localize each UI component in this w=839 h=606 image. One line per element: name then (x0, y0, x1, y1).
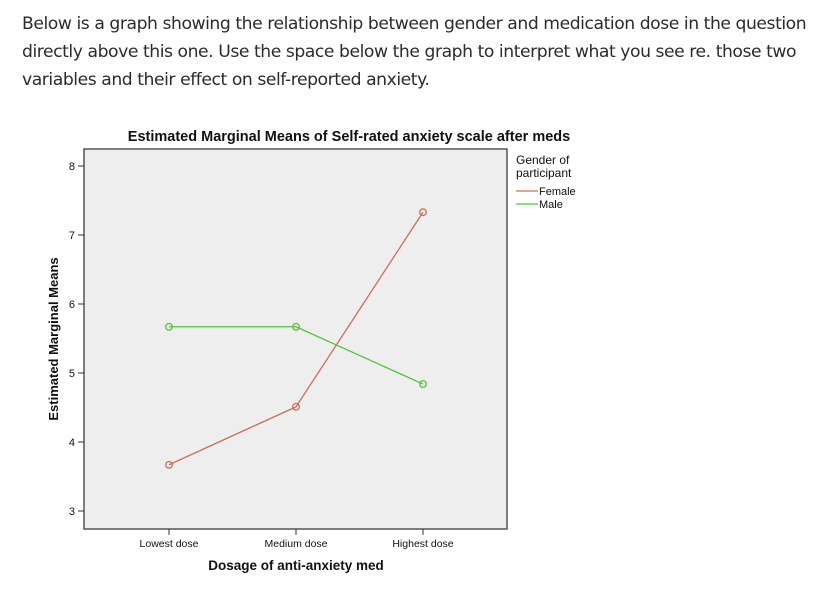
x-tick-label: Medium dose (264, 538, 327, 550)
question-prompt: Below is a graph showing the relationshi… (22, 14, 807, 90)
legend: Gender of participant Female Male (516, 153, 576, 211)
y-tick-label: 5 (69, 368, 75, 380)
chart-title: Estimated Marginal Means of Self-rated a… (128, 129, 570, 145)
x-axis-label: Dosage of anti-anxiety med (208, 558, 384, 573)
data-point-marker (165, 460, 173, 469)
y-axis-label: Estimated Marginal Means (46, 257, 61, 420)
data-point-marker (292, 402, 300, 411)
data-point-marker (419, 208, 427, 217)
legend-female-label: Female (539, 186, 576, 198)
data-point-marker (419, 380, 427, 388)
y-tick-label: 6 (69, 299, 75, 311)
y-tick-label: 3 (69, 506, 75, 518)
series-female (165, 208, 427, 469)
y-tick-label: 7 (69, 230, 75, 242)
x-tick-label: Lowest dose (140, 538, 199, 550)
legend-male-label: Male (539, 199, 563, 211)
y-axis: 3 4 5 6 7 8 (69, 161, 84, 518)
x-tick-label: Highest dose (392, 538, 453, 550)
series-layer (165, 208, 427, 469)
legend-title-line1: Gender of (516, 153, 570, 167)
y-tick-label: 4 (69, 437, 75, 449)
plot-area (83, 148, 508, 530)
y-tick-label: 8 (69, 161, 75, 173)
legend-title-line2: participant (516, 166, 572, 180)
data-point-marker (165, 322, 173, 331)
x-axis: Lowest dose Medium dose Highest dose (140, 529, 454, 550)
series-male (165, 322, 427, 388)
data-point-marker (292, 322, 300, 331)
